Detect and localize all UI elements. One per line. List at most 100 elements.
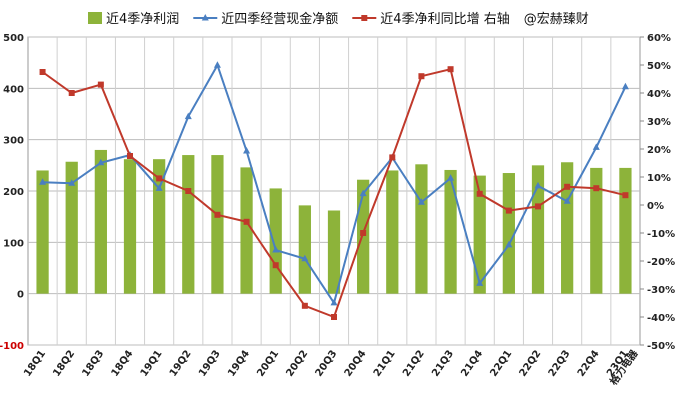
bar <box>531 165 545 294</box>
triangle-point <box>505 240 513 248</box>
triangle-point <box>447 174 455 181</box>
square-point <box>447 66 454 73</box>
triangle-point <box>68 179 76 186</box>
square-point <box>97 81 104 88</box>
x-tick-label: 21Q2 <box>401 348 427 378</box>
x-tick-label: 21Q1 <box>372 348 398 378</box>
triangle-point <box>155 184 163 191</box>
x-tick-label: 21Q3 <box>430 348 456 378</box>
x-tick-label: 22Q2 <box>518 348 544 378</box>
legend-label: 近4季净利同比增 右轴 <box>380 12 509 27</box>
y-left-tick-label: 100 <box>3 238 24 249</box>
x-tick-label: 22Q3 <box>547 348 573 378</box>
square-point <box>301 302 308 309</box>
square-point <box>564 183 571 190</box>
x-tick-label: 21Q4 <box>459 348 485 378</box>
square-point <box>622 192 629 199</box>
triangle-point <box>563 197 571 204</box>
x-tick-label: 20Q4 <box>343 348 369 378</box>
bar <box>94 149 107 294</box>
triangle-point <box>359 189 367 197</box>
bar <box>619 167 632 294</box>
triangle-point <box>330 298 338 306</box>
bar <box>65 161 78 294</box>
y-right-tick-label: 0% <box>647 201 664 212</box>
square-point <box>243 218 250 225</box>
bar <box>36 170 49 294</box>
y-right-tick-label: -30% <box>647 285 675 296</box>
y-right-tick-label: 30% <box>647 117 671 128</box>
line-series <box>39 61 629 320</box>
bar <box>123 159 137 294</box>
watermark-label: @宏赫臻财 <box>524 12 589 27</box>
x-tick-label: 22Q4 <box>576 348 602 378</box>
square-point <box>476 190 483 197</box>
square-point <box>593 185 600 192</box>
triangle-point <box>184 112 192 120</box>
bar-series <box>36 149 632 294</box>
y-right-tick-label: 60% <box>647 33 671 44</box>
square-point <box>360 230 367 236</box>
y-left-tick-label: 200 <box>3 187 24 198</box>
square-point <box>156 175 163 182</box>
bar <box>269 188 282 294</box>
x-tick-label: 18Q1 <box>22 348 48 378</box>
triangle-point <box>39 178 47 185</box>
y-right-tick-label: 40% <box>647 89 671 100</box>
square-point <box>389 154 396 161</box>
triangle-point <box>243 146 251 154</box>
x-tick-label: 20Q3 <box>314 348 340 378</box>
y-right-tick-label: -40% <box>647 313 675 324</box>
bar <box>153 159 166 294</box>
square-point <box>505 207 512 214</box>
bar <box>298 205 311 294</box>
square-point <box>39 69 46 75</box>
bar <box>561 162 574 294</box>
legend-swatch-bar <box>88 12 102 24</box>
bar <box>473 175 486 294</box>
legend-marker-triangle <box>201 14 209 21</box>
square-point <box>185 188 192 194</box>
bar <box>502 173 515 294</box>
x-tick-label: 19Q2 <box>168 348 194 378</box>
square-point <box>418 73 425 80</box>
x-tick-label: 18Q3 <box>80 348 106 378</box>
square-point <box>272 262 279 269</box>
legend-label: 近4季净利润 <box>106 12 179 27</box>
triangle-point <box>476 279 484 286</box>
y-right-tick-label: 20% <box>647 145 671 156</box>
y-right-tick-label: 10% <box>647 173 671 184</box>
triangle-point <box>534 181 542 189</box>
y-left-tick-label: 300 <box>3 136 24 147</box>
y-left-tick-label: 400 <box>3 84 24 95</box>
square-point <box>331 314 337 320</box>
y-left-tick-label: 500 <box>3 33 24 44</box>
bar <box>211 155 224 294</box>
y-right-tick-label: -50% <box>647 341 675 352</box>
legend-marker-square <box>361 15 368 21</box>
triangle-point <box>592 143 600 150</box>
bar <box>327 210 341 294</box>
x-tick-label: 22Q1 <box>488 348 514 378</box>
legend-label: 近四季经营现金净额 <box>221 11 338 27</box>
bar <box>386 170 399 294</box>
square-point <box>214 211 221 218</box>
x-tick-label: 19Q3 <box>197 348 223 378</box>
triangle-point <box>97 158 105 166</box>
x-tick-label: 19Q4 <box>226 348 252 378</box>
bar <box>415 164 428 294</box>
triangle-point <box>417 198 425 205</box>
bar <box>590 167 603 294</box>
triangle-point <box>301 254 309 262</box>
triangle-point <box>213 61 221 68</box>
y-right-tick-label: 50% <box>647 61 671 72</box>
bar <box>240 167 253 294</box>
square-point <box>535 203 541 210</box>
x-tick-label: 19Q1 <box>139 348 165 378</box>
bar <box>444 169 457 294</box>
triangle-point <box>272 246 280 253</box>
square-point <box>127 153 133 159</box>
y-right-tick-label: -10% <box>647 229 675 240</box>
